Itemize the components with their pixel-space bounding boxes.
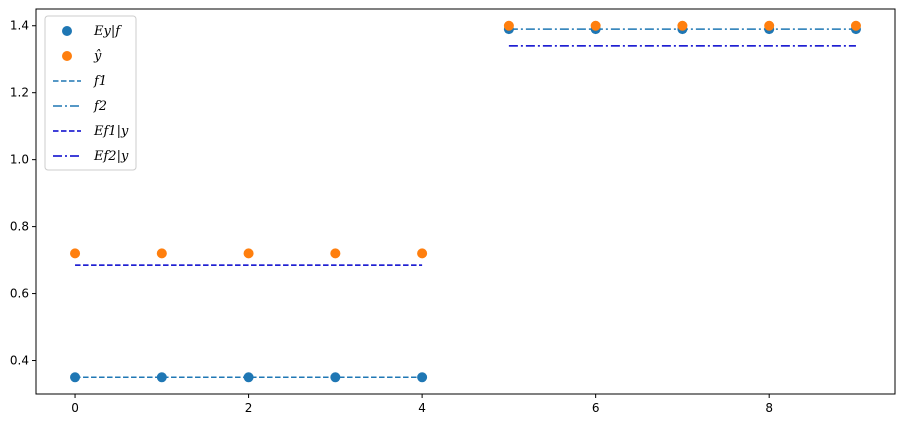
data-point	[677, 20, 688, 31]
y-tick-label: 0.4	[10, 354, 29, 368]
data-point	[850, 20, 861, 31]
legend-label-f1: f1	[93, 74, 107, 89]
legend-box	[44, 15, 137, 171]
legend-marker-y-hat	[62, 51, 72, 61]
legend: Ey|f ŷ f1 f2 Ef1|y Ef2|y	[44, 15, 137, 171]
legend-label-f2: f2	[93, 99, 107, 114]
legend-label-ef2-y: Ef2|y	[93, 149, 129, 164]
data-point	[243, 372, 254, 383]
y-tick-label: 0.8	[10, 220, 29, 234]
data-point	[70, 372, 81, 383]
x-tick-label: 6	[592, 401, 600, 415]
data-point	[70, 248, 81, 259]
data-point	[243, 248, 254, 259]
x-tick-label: 2	[245, 401, 253, 415]
plot-frame	[35, 8, 896, 395]
x-tick-label: 8	[765, 401, 773, 415]
legend-marker-ey-f	[62, 26, 72, 36]
y-tick-label: 1.2	[10, 86, 29, 100]
data-point	[156, 372, 167, 383]
y-tick-label: 1.0	[10, 153, 29, 167]
data-point	[330, 248, 341, 259]
data-point	[417, 372, 428, 383]
data-point	[417, 248, 428, 259]
x-tick-label: 4	[418, 401, 426, 415]
data-point	[764, 20, 775, 31]
axes-layer	[35, 8, 896, 395]
data-point	[590, 20, 601, 31]
legend-label-y-hat: ŷ	[93, 49, 102, 64]
data-point	[503, 20, 514, 31]
ticks-layer: 0 2 4 6 8 0.4 0.6 0.8 1.0 1.2 1.4	[10, 19, 773, 415]
data-point	[156, 248, 167, 259]
series-layer	[70, 20, 861, 383]
legend-label-ef1-y: Ef1|y	[93, 124, 129, 139]
legend-label-ey-f: Ey|f	[93, 24, 122, 39]
data-point	[330, 372, 341, 383]
y-tick-label: 1.4	[10, 19, 29, 33]
y-tick-label: 0.6	[10, 287, 29, 301]
plot-background	[36, 9, 895, 394]
x-tick-label: 0	[71, 401, 79, 415]
